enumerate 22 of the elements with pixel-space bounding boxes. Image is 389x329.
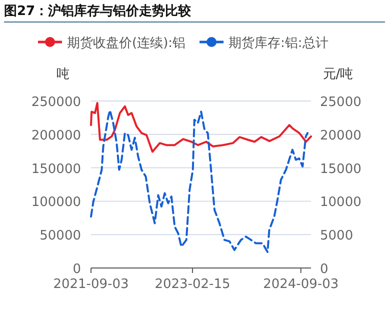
- y-tick-label: 200000: [31, 128, 81, 144]
- y2-tick-label: 15000: [320, 162, 362, 177]
- y2-tick-label: 20000: [320, 128, 362, 144]
- line-series: [90, 109, 309, 253]
- y-tick-label: 100000: [31, 195, 81, 210]
- y-axis-title: 吨: [56, 67, 70, 82]
- x-tick-label: 2023-02-15: [154, 277, 230, 292]
- line-series: [90, 102, 312, 153]
- y2-tick-label: 5000: [320, 228, 354, 244]
- legend-label: 期货收盘价(连续):铝: [67, 36, 186, 51]
- x-tick-label: 2024-09-03: [263, 277, 339, 292]
- y2-axis-title: 元/吨: [322, 67, 354, 82]
- legend-label: 期货库存:铝:总计: [228, 36, 328, 51]
- x-tick-label: 2021-09-03: [53, 277, 129, 292]
- y-tick-label: 150000: [31, 162, 81, 177]
- y-tick-label: 0: [72, 262, 81, 277]
- y2-tick-label: 0: [320, 262, 328, 277]
- y-tick-label: 50000: [40, 228, 81, 244]
- y2-tick-label: 25000: [320, 95, 362, 110]
- y-tick-label: 250000: [31, 95, 81, 110]
- y2-tick-label: 10000: [320, 195, 362, 210]
- chart-title: 图27：沪铝库存与铝价走势比较: [4, 3, 192, 19]
